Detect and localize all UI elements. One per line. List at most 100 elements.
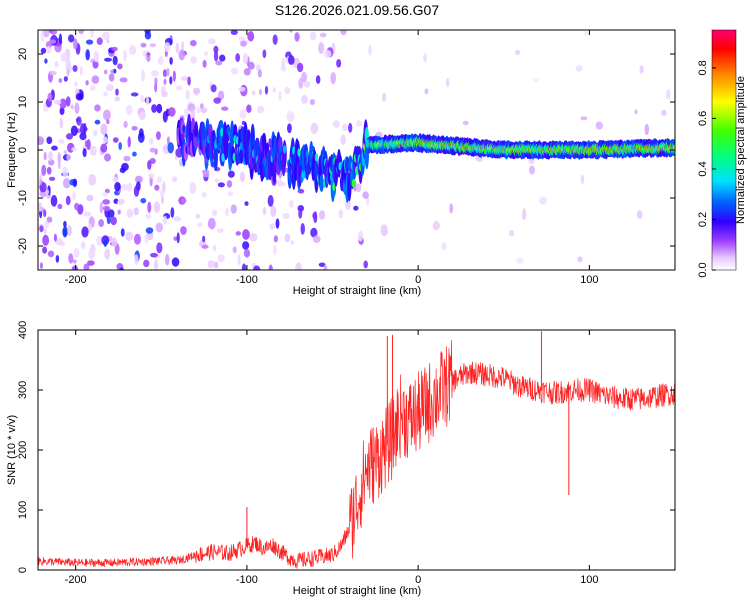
noise-blob <box>634 109 638 115</box>
noise-blob <box>154 77 158 85</box>
noise-blob <box>106 38 110 44</box>
noise-blob <box>214 178 220 183</box>
noise-blob <box>117 63 123 70</box>
spectrogram-x-label: Height of straight line (km) <box>293 285 421 297</box>
noise-blob <box>356 120 362 127</box>
noise-blob <box>133 207 139 216</box>
colorbar: 0.0 0.2 0.4 0.6 0.8 Normalized spectral ampl… <box>697 29 747 278</box>
noise-blob <box>375 131 383 139</box>
noise-blob <box>227 170 235 178</box>
ridge-mark <box>351 179 356 188</box>
noise-blob <box>155 131 161 140</box>
noise-blob <box>44 58 48 64</box>
noise-blob <box>362 191 369 199</box>
noise-blob <box>210 84 217 93</box>
noise-blob <box>355 183 362 193</box>
noise-blob <box>102 31 110 40</box>
noise-blob <box>38 202 43 212</box>
noise-blob <box>104 57 112 62</box>
noise-blob <box>104 188 110 194</box>
noise-blob <box>202 171 210 178</box>
noise-blob <box>131 125 138 131</box>
noise-blob <box>149 43 156 48</box>
noise-blob <box>47 250 55 258</box>
spectrogram-x-ticks: -200 -100 0 100 <box>65 30 599 286</box>
noise-blob <box>72 178 78 188</box>
noise-blob <box>92 60 99 69</box>
noise-blob <box>363 260 368 269</box>
noise-blob <box>243 248 251 258</box>
noise-blob <box>53 233 57 242</box>
noise-blob <box>72 65 78 72</box>
noise-blob <box>516 257 524 264</box>
noise-blob <box>167 107 176 117</box>
noise-blob <box>286 123 292 134</box>
noise-blob <box>75 93 84 101</box>
noise-blob <box>290 240 295 245</box>
noise-blob <box>125 231 134 242</box>
noise-blob <box>126 208 134 218</box>
noise-blob <box>180 226 187 235</box>
noise-blob <box>145 213 152 220</box>
noise-blob <box>190 109 196 121</box>
noise-blob <box>46 216 53 223</box>
noise-blob <box>181 198 187 204</box>
noise-blob <box>63 149 68 156</box>
noise-blob <box>309 99 315 106</box>
ridge-mark <box>194 128 198 138</box>
noise-blob <box>102 191 108 197</box>
noise-blob <box>528 165 536 175</box>
noise-blob <box>216 228 224 234</box>
noise-blob <box>140 42 147 48</box>
noise-blob <box>54 61 59 68</box>
noise-blob <box>230 30 238 36</box>
noise-blob <box>104 248 111 260</box>
noise-blob <box>49 30 58 35</box>
x-tick-label: -100 <box>236 574 258 586</box>
noise-blob <box>180 41 185 52</box>
noise-blob <box>58 33 63 44</box>
noise-blob <box>257 105 265 114</box>
noise-blob <box>580 174 585 185</box>
noise-blob <box>215 60 223 66</box>
noise-blob <box>133 185 140 197</box>
noise-blob <box>162 145 168 150</box>
colorbar-gradient <box>711 29 737 271</box>
noise-blob <box>249 232 258 242</box>
noise-blob <box>83 126 88 132</box>
noise-blob <box>100 123 108 136</box>
noise-blob <box>232 246 237 254</box>
noise-blob <box>340 30 347 36</box>
noise-blob <box>53 99 62 105</box>
noise-blob <box>58 138 65 144</box>
noise-blob <box>93 129 98 137</box>
noise-blob <box>255 64 261 71</box>
noise-blob <box>71 265 79 270</box>
noise-blob <box>58 78 63 83</box>
noise-blob <box>49 70 57 76</box>
figure-title: S126.2026.021.09.56.G07 <box>275 2 439 18</box>
noise-blob <box>38 139 44 144</box>
noise-blob <box>151 70 159 77</box>
x-tick-label: 100 <box>580 274 598 286</box>
noise-blob <box>636 210 643 219</box>
noise-blob <box>85 39 94 45</box>
noise-blob <box>94 104 101 112</box>
noise-blob <box>276 179 283 187</box>
noise-blob <box>166 136 171 145</box>
noise-blob <box>133 254 139 265</box>
noise-blob <box>78 30 85 35</box>
noise-blob <box>323 49 332 58</box>
noise-blob <box>57 152 62 164</box>
noise-blob <box>144 30 152 40</box>
noise-blob <box>319 32 327 38</box>
y-tick-label: 10 <box>17 96 29 108</box>
noise-blob <box>59 117 64 129</box>
noise-blob <box>441 242 447 251</box>
noise-blob <box>353 205 359 211</box>
noise-blob <box>99 201 103 214</box>
noise-blob <box>239 109 247 120</box>
noise-blob <box>235 53 241 63</box>
x-tick-label: -100 <box>236 274 258 286</box>
